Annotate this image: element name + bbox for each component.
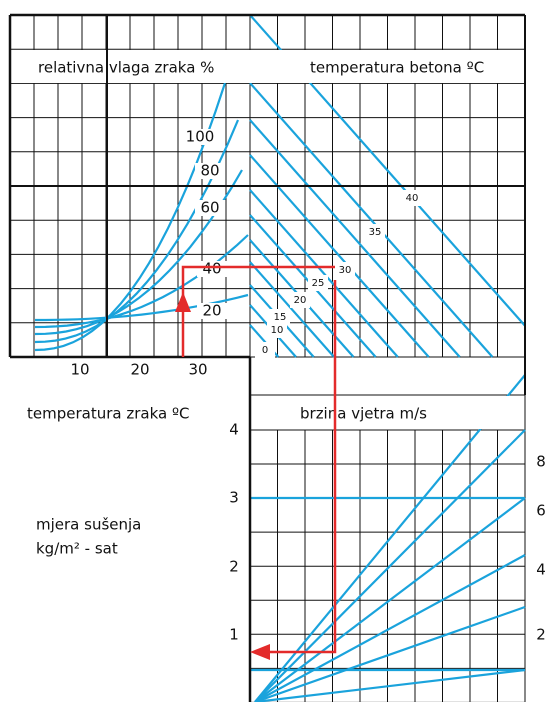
label: 30 bbox=[188, 361, 207, 379]
label-bg bbox=[402, 190, 422, 206]
label: 1 bbox=[229, 626, 239, 644]
concrete-line bbox=[249, 154, 430, 358]
label: 6 bbox=[536, 502, 545, 520]
label: 0 bbox=[262, 345, 268, 356]
red-line bbox=[181, 265, 335, 357]
label: 3 bbox=[229, 489, 239, 507]
label: 60 bbox=[200, 199, 219, 217]
label: 10 bbox=[271, 325, 284, 336]
humidity-curve bbox=[34, 82, 227, 352]
wind-line bbox=[254, 605, 526, 702]
label: 100 bbox=[186, 128, 215, 146]
humidity-curve bbox=[34, 119, 240, 344]
label-bg bbox=[290, 292, 310, 308]
humidity-curve bbox=[34, 169, 243, 336]
grid bbox=[9, 14, 526, 702]
rate-unit: kg/m² - sat bbox=[36, 540, 118, 558]
label-bg bbox=[197, 303, 227, 319]
concrete-line bbox=[249, 189, 399, 358]
label: 40 bbox=[406, 193, 419, 204]
wind-line bbox=[254, 429, 526, 702]
label: 20 bbox=[294, 295, 307, 306]
label: 40 bbox=[202, 260, 221, 278]
wind-line bbox=[254, 668, 526, 702]
label-bg bbox=[335, 262, 355, 278]
rate-title: mjera sušenja bbox=[36, 516, 141, 534]
red-path bbox=[175, 265, 337, 660]
label-bg bbox=[195, 163, 225, 179]
label: 30 bbox=[339, 265, 352, 276]
label-bg bbox=[195, 200, 225, 216]
label-bg bbox=[308, 275, 328, 291]
label: 20 bbox=[130, 361, 149, 379]
concrete-line bbox=[249, 119, 461, 358]
label: 2 bbox=[229, 558, 239, 576]
label: 15 bbox=[274, 312, 287, 323]
air-temp-title: temperatura zraka ºC bbox=[27, 405, 190, 423]
label: 4 bbox=[536, 561, 545, 579]
label-bg bbox=[365, 224, 385, 240]
label: 2 bbox=[536, 626, 545, 644]
frame bbox=[8, 13, 526, 702]
label: 4 bbox=[229, 421, 239, 439]
arrow bbox=[175, 292, 191, 312]
curves bbox=[34, 14, 526, 702]
humidity-title: relativna vlaga zraka % bbox=[38, 59, 214, 77]
label-band bbox=[11, 50, 524, 83]
wind-line bbox=[254, 554, 526, 702]
label-bg bbox=[197, 261, 227, 277]
label: 20 bbox=[202, 302, 221, 320]
label-band bbox=[251, 396, 524, 429]
label-bg bbox=[185, 129, 215, 145]
label: 25 bbox=[312, 278, 325, 289]
red-line bbox=[262, 280, 337, 654]
label: 80 bbox=[200, 162, 219, 180]
concrete-line bbox=[249, 261, 335, 358]
wind-title: brzina vjetra m/s bbox=[300, 405, 427, 423]
concrete-line bbox=[249, 82, 494, 358]
concrete-title: temperatura betona ºC bbox=[310, 59, 484, 77]
label: 35 bbox=[369, 227, 382, 238]
label-bg bbox=[267, 322, 287, 338]
arrow bbox=[250, 644, 270, 660]
wind-line bbox=[254, 374, 526, 702]
label: 10 bbox=[70, 361, 89, 379]
label: 8 bbox=[536, 453, 545, 471]
wind-line bbox=[254, 497, 526, 702]
label-bg bbox=[270, 309, 290, 325]
label-bg bbox=[255, 342, 275, 358]
